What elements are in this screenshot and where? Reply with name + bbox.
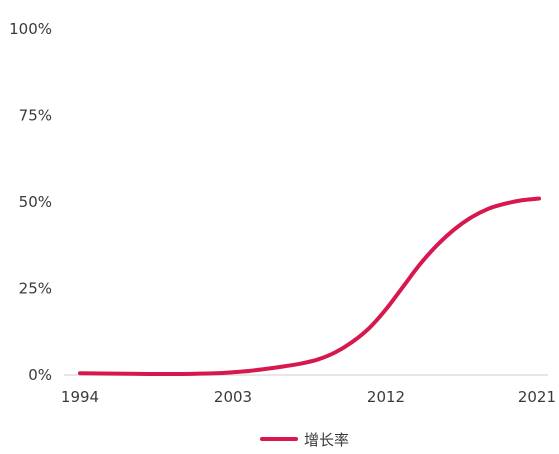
y-tick-label: 0% — [28, 366, 52, 384]
y-axis: 0% 25% 50% 75% 100% — [9, 20, 52, 384]
x-tick-label: 1994 — [61, 388, 99, 406]
x-tick-label: 2003 — [214, 388, 252, 406]
legend-label: 增长率 — [304, 431, 349, 449]
x-tick-label: 2021 — [518, 388, 556, 406]
legend: 增长率 — [260, 431, 349, 449]
x-tick-label: 2012 — [367, 388, 405, 406]
y-tick-label: 25% — [19, 280, 52, 298]
series-line-growth-rate — [78, 196, 541, 377]
plot-area — [78, 196, 541, 377]
y-tick-label: 100% — [9, 20, 52, 38]
x-axis: 1994 2003 2012 2021 — [61, 374, 556, 406]
y-tick-label: 75% — [19, 107, 52, 125]
y-tick-label: 50% — [19, 193, 52, 211]
